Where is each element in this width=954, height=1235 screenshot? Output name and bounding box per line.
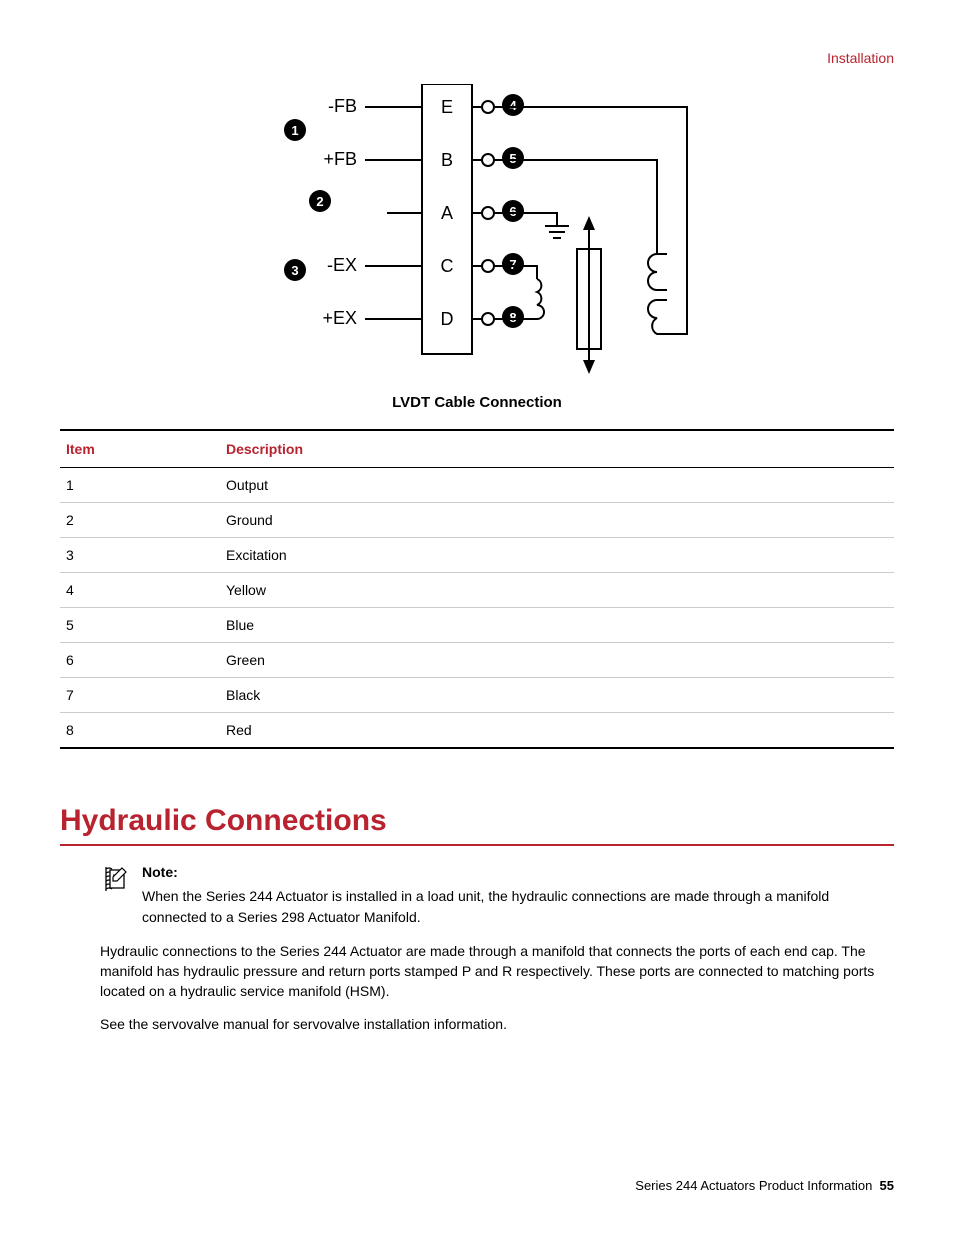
table-cell: Excitation	[220, 538, 894, 573]
col-item: Item	[60, 430, 220, 468]
table-row: 3Excitation	[60, 538, 894, 573]
table-cell: Blue	[220, 608, 894, 643]
svg-text:7: 7	[509, 257, 516, 272]
table-cell: Output	[220, 468, 894, 503]
table-row: 7Black	[60, 678, 894, 713]
lvdt-diagram-svg: -FB +FB -EX +EX 1 2 3 E B A C D 4 5 6 7 …	[257, 84, 697, 374]
table-cell: 4	[60, 573, 220, 608]
svg-text:C: C	[441, 256, 454, 276]
svg-text:E: E	[441, 97, 453, 117]
table-row: 5Blue	[60, 608, 894, 643]
svg-text:8: 8	[509, 310, 516, 325]
svg-text:3: 3	[291, 263, 298, 278]
note-icon	[100, 864, 128, 927]
table-row: 2Ground	[60, 503, 894, 538]
table-cell: Yellow	[220, 573, 894, 608]
svg-text:5: 5	[509, 151, 516, 166]
table-cell: Ground	[220, 503, 894, 538]
items-table: Item Description 1Output2Ground3Excitati…	[60, 429, 894, 749]
svg-text:A: A	[441, 203, 453, 223]
note-text: When the Series 244 Actuator is installe…	[142, 886, 894, 927]
footer: Series 244 Actuators Product Information…	[635, 1178, 894, 1193]
label-neg-fb: -FB	[328, 96, 357, 116]
table-row: 1Output	[60, 468, 894, 503]
table-cell: 7	[60, 678, 220, 713]
svg-text:4: 4	[509, 98, 517, 113]
label-pos-ex: +EX	[322, 308, 357, 328]
table-row: 6Green	[60, 643, 894, 678]
table-row: 4Yellow	[60, 573, 894, 608]
svg-text:B: B	[441, 150, 453, 170]
table-cell: Red	[220, 713, 894, 749]
svg-text:6: 6	[509, 204, 516, 219]
note-label: Note:	[142, 862, 894, 882]
table-cell: 8	[60, 713, 220, 749]
col-description: Description	[220, 430, 894, 468]
section-heading: Hydraulic Connections	[60, 804, 894, 846]
table-cell: Green	[220, 643, 894, 678]
table-cell: Black	[220, 678, 894, 713]
table-cell: 2	[60, 503, 220, 538]
label-pos-fb: +FB	[323, 149, 357, 169]
page-number: 55	[880, 1178, 894, 1193]
svg-text:D: D	[441, 309, 454, 329]
footer-text: Series 244 Actuators Product Information	[635, 1178, 872, 1193]
label-neg-ex: -EX	[327, 255, 357, 275]
body-para-1: Hydraulic connections to the Series 244 …	[100, 941, 894, 1002]
table-row: 8Red	[60, 713, 894, 749]
table-cell: 3	[60, 538, 220, 573]
table-cell: 6	[60, 643, 220, 678]
table-cell: 5	[60, 608, 220, 643]
svg-text:1: 1	[291, 123, 298, 138]
diagram-caption: LVDT Cable Connection	[60, 394, 894, 411]
lvdt-diagram: -FB +FB -EX +EX 1 2 3 E B A C D 4 5 6 7 …	[60, 84, 894, 374]
note-block: Note: When the Series 244 Actuator is in…	[100, 862, 894, 927]
body-para-2: See the servovalve manual for servovalve…	[100, 1014, 894, 1034]
header-section-link: Installation	[60, 50, 894, 66]
svg-text:2: 2	[316, 194, 323, 209]
table-cell: 1	[60, 468, 220, 503]
